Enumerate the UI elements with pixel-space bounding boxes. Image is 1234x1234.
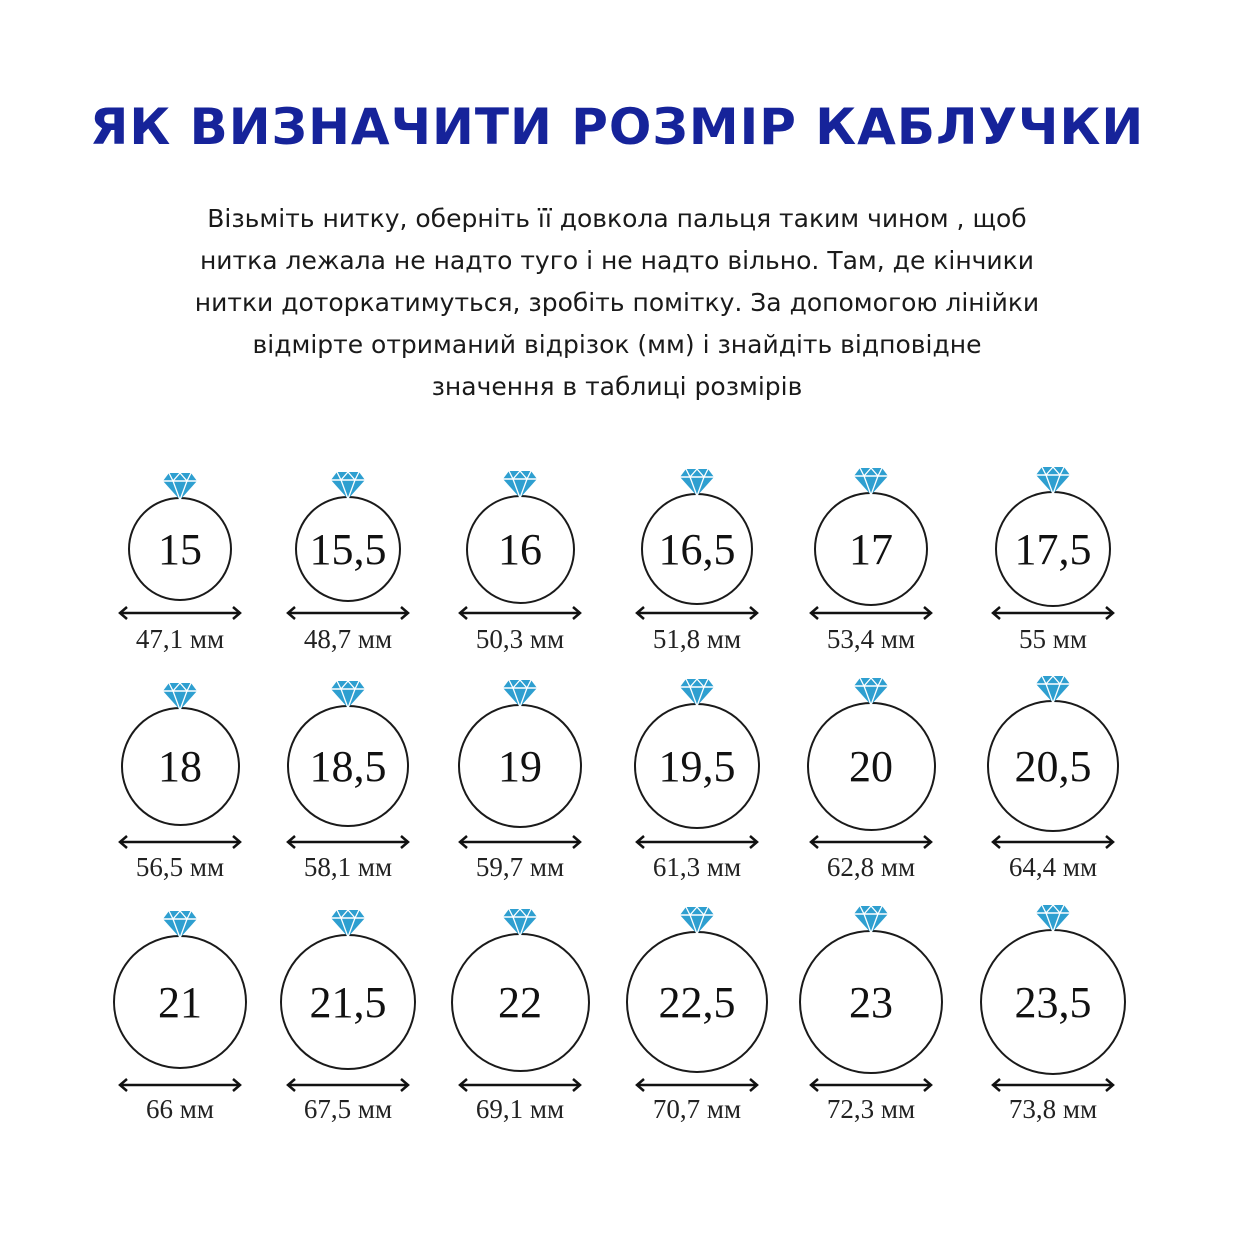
ring-size-label: 23,5 <box>1014 977 1092 1027</box>
ring-size-label: 19 <box>498 741 542 791</box>
ring-size-circle: 17 <box>814 492 928 606</box>
double-arrow-icon <box>635 1078 759 1092</box>
circumference-label: 48,7 мм <box>303 624 393 654</box>
page-title: ЯК ВИЗНАЧИТИ РОЗМІР КАБЛУЧКИ <box>89 98 1145 156</box>
instruction-line: нитки доторкатимуться, зробіть помітку. … <box>194 288 1040 317</box>
circumference-label: 55 мм <box>1019 624 1087 654</box>
diamond-icon <box>163 681 197 711</box>
circumference-label: 51,8 мм <box>652 624 742 654</box>
double-arrow-icon <box>458 606 582 620</box>
diamond-icon <box>331 908 365 938</box>
ring-size-label: 17 <box>849 524 893 574</box>
circumference-label: 64,4 мм <box>1008 852 1098 882</box>
double-arrow-icon <box>286 835 410 849</box>
diamond-icon <box>1036 465 1070 495</box>
double-arrow-icon <box>286 1078 410 1092</box>
ring-size-label: 19,5 <box>658 741 736 791</box>
ring-size-label: 20 <box>849 741 893 791</box>
circumference-label: 73,8 мм <box>1008 1094 1098 1124</box>
ring-size-label: 17,5 <box>1014 524 1092 574</box>
ring-size-circle: 16 <box>465 494 575 604</box>
double-arrow-icon <box>118 1078 242 1092</box>
instruction-line: Візьміть нитку, оберніть її довкола паль… <box>207 204 1027 233</box>
double-arrow-icon <box>286 606 410 620</box>
circumference-label: 70,7 мм <box>652 1094 742 1124</box>
ring-size-label: 20,5 <box>1014 741 1092 791</box>
diamond-icon <box>1036 675 1070 705</box>
circumference-label: 50,3 мм <box>475 624 565 654</box>
diamond-icon <box>1036 903 1070 933</box>
ring-size-label: 15,5 <box>309 524 387 574</box>
double-arrow-icon <box>809 606 933 620</box>
double-arrow-icon <box>118 606 242 620</box>
ring-size-label: 15 <box>158 524 202 574</box>
ring-size-label: 16,5 <box>658 524 736 574</box>
diamond-icon <box>331 470 365 500</box>
ring-size-label: 22 <box>498 977 542 1027</box>
diamond-icon <box>680 468 714 498</box>
circumference-label: 56,5 мм <box>135 852 225 882</box>
diamond-icon <box>503 907 537 937</box>
double-arrow-icon <box>458 1078 582 1092</box>
ring-size-circle: 15,5 <box>294 495 402 603</box>
ring-size-label: 18,5 <box>309 741 387 791</box>
instruction-line: нитка лежала не надто туго і не надто ві… <box>199 246 1035 275</box>
instructions: Візьміть нитку, оберніть її довкола паль… <box>117 198 1117 408</box>
double-arrow-icon <box>991 835 1115 849</box>
ring-size-label: 22,5 <box>658 977 736 1027</box>
ring-size-circle: 19,5 <box>633 702 761 830</box>
circumference-label: 53,4 мм <box>826 624 916 654</box>
double-arrow-icon <box>635 835 759 849</box>
instruction-line: відмірте отриманий відрізок (мм) і знайд… <box>252 330 982 359</box>
ring-size-circle: 20,5 <box>987 700 1119 832</box>
ring-size-circle: 15 <box>128 497 232 601</box>
circumference-label: 47,1 мм <box>135 624 225 654</box>
ring-size-circle: 19 <box>458 704 582 828</box>
ring-size-label: 21,5 <box>309 977 387 1027</box>
ring-size-circle: 22 <box>450 932 590 1072</box>
ring-size-circle: 21 <box>113 935 247 1069</box>
instruction-line: значення в таблиці розмірів <box>431 372 803 401</box>
ring-size-circle: 17,5 <box>994 490 1112 608</box>
diamond-icon <box>854 676 888 706</box>
circumference-label: 58,1 мм <box>303 852 393 882</box>
diamond-icon <box>503 679 537 708</box>
circumference-label: 69,1 мм <box>475 1094 565 1124</box>
circumference-label: 59,7 мм <box>475 852 565 882</box>
double-arrow-icon <box>458 835 582 849</box>
double-arrow-icon <box>991 1078 1115 1092</box>
diamond-icon <box>680 677 714 707</box>
ring-size-circle: 23,5 <box>979 928 1127 1076</box>
diamond-icon <box>163 472 197 501</box>
diamond-icon <box>163 910 197 939</box>
circumference-label: 62,8 мм <box>826 852 916 882</box>
circumference-label: 61,3 мм <box>652 852 742 882</box>
double-arrow-icon <box>991 606 1115 620</box>
ring-size-circle: 18,5 <box>287 705 409 827</box>
circumference-label: 67,5 мм <box>303 1094 393 1124</box>
ring-size-circle: 22,5 <box>626 931 768 1073</box>
ring-size-circle: 20 <box>806 701 936 831</box>
diamond-icon <box>331 680 365 710</box>
ring-size-label: 16 <box>498 524 542 574</box>
diamond-icon <box>854 467 888 496</box>
ring-size-label: 18 <box>158 741 202 791</box>
double-arrow-icon <box>635 606 759 620</box>
diamond-icon <box>854 905 888 934</box>
diamond-icon <box>680 906 714 936</box>
double-arrow-icon <box>809 835 933 849</box>
ring-size-circle: 16,5 <box>641 493 753 605</box>
ring-size-circle: 18 <box>120 706 240 826</box>
double-arrow-icon <box>118 835 242 849</box>
circumference-label: 72,3 мм <box>826 1094 916 1124</box>
ring-size-circle: 23 <box>799 930 943 1074</box>
circumference-label: 66 мм <box>146 1094 214 1124</box>
double-arrow-icon <box>809 1078 933 1092</box>
diamond-icon <box>503 469 537 499</box>
ring-size-circle: 21,5 <box>279 933 417 1071</box>
ring-size-label: 23 <box>849 977 893 1027</box>
ring-size-label: 21 <box>158 977 202 1027</box>
